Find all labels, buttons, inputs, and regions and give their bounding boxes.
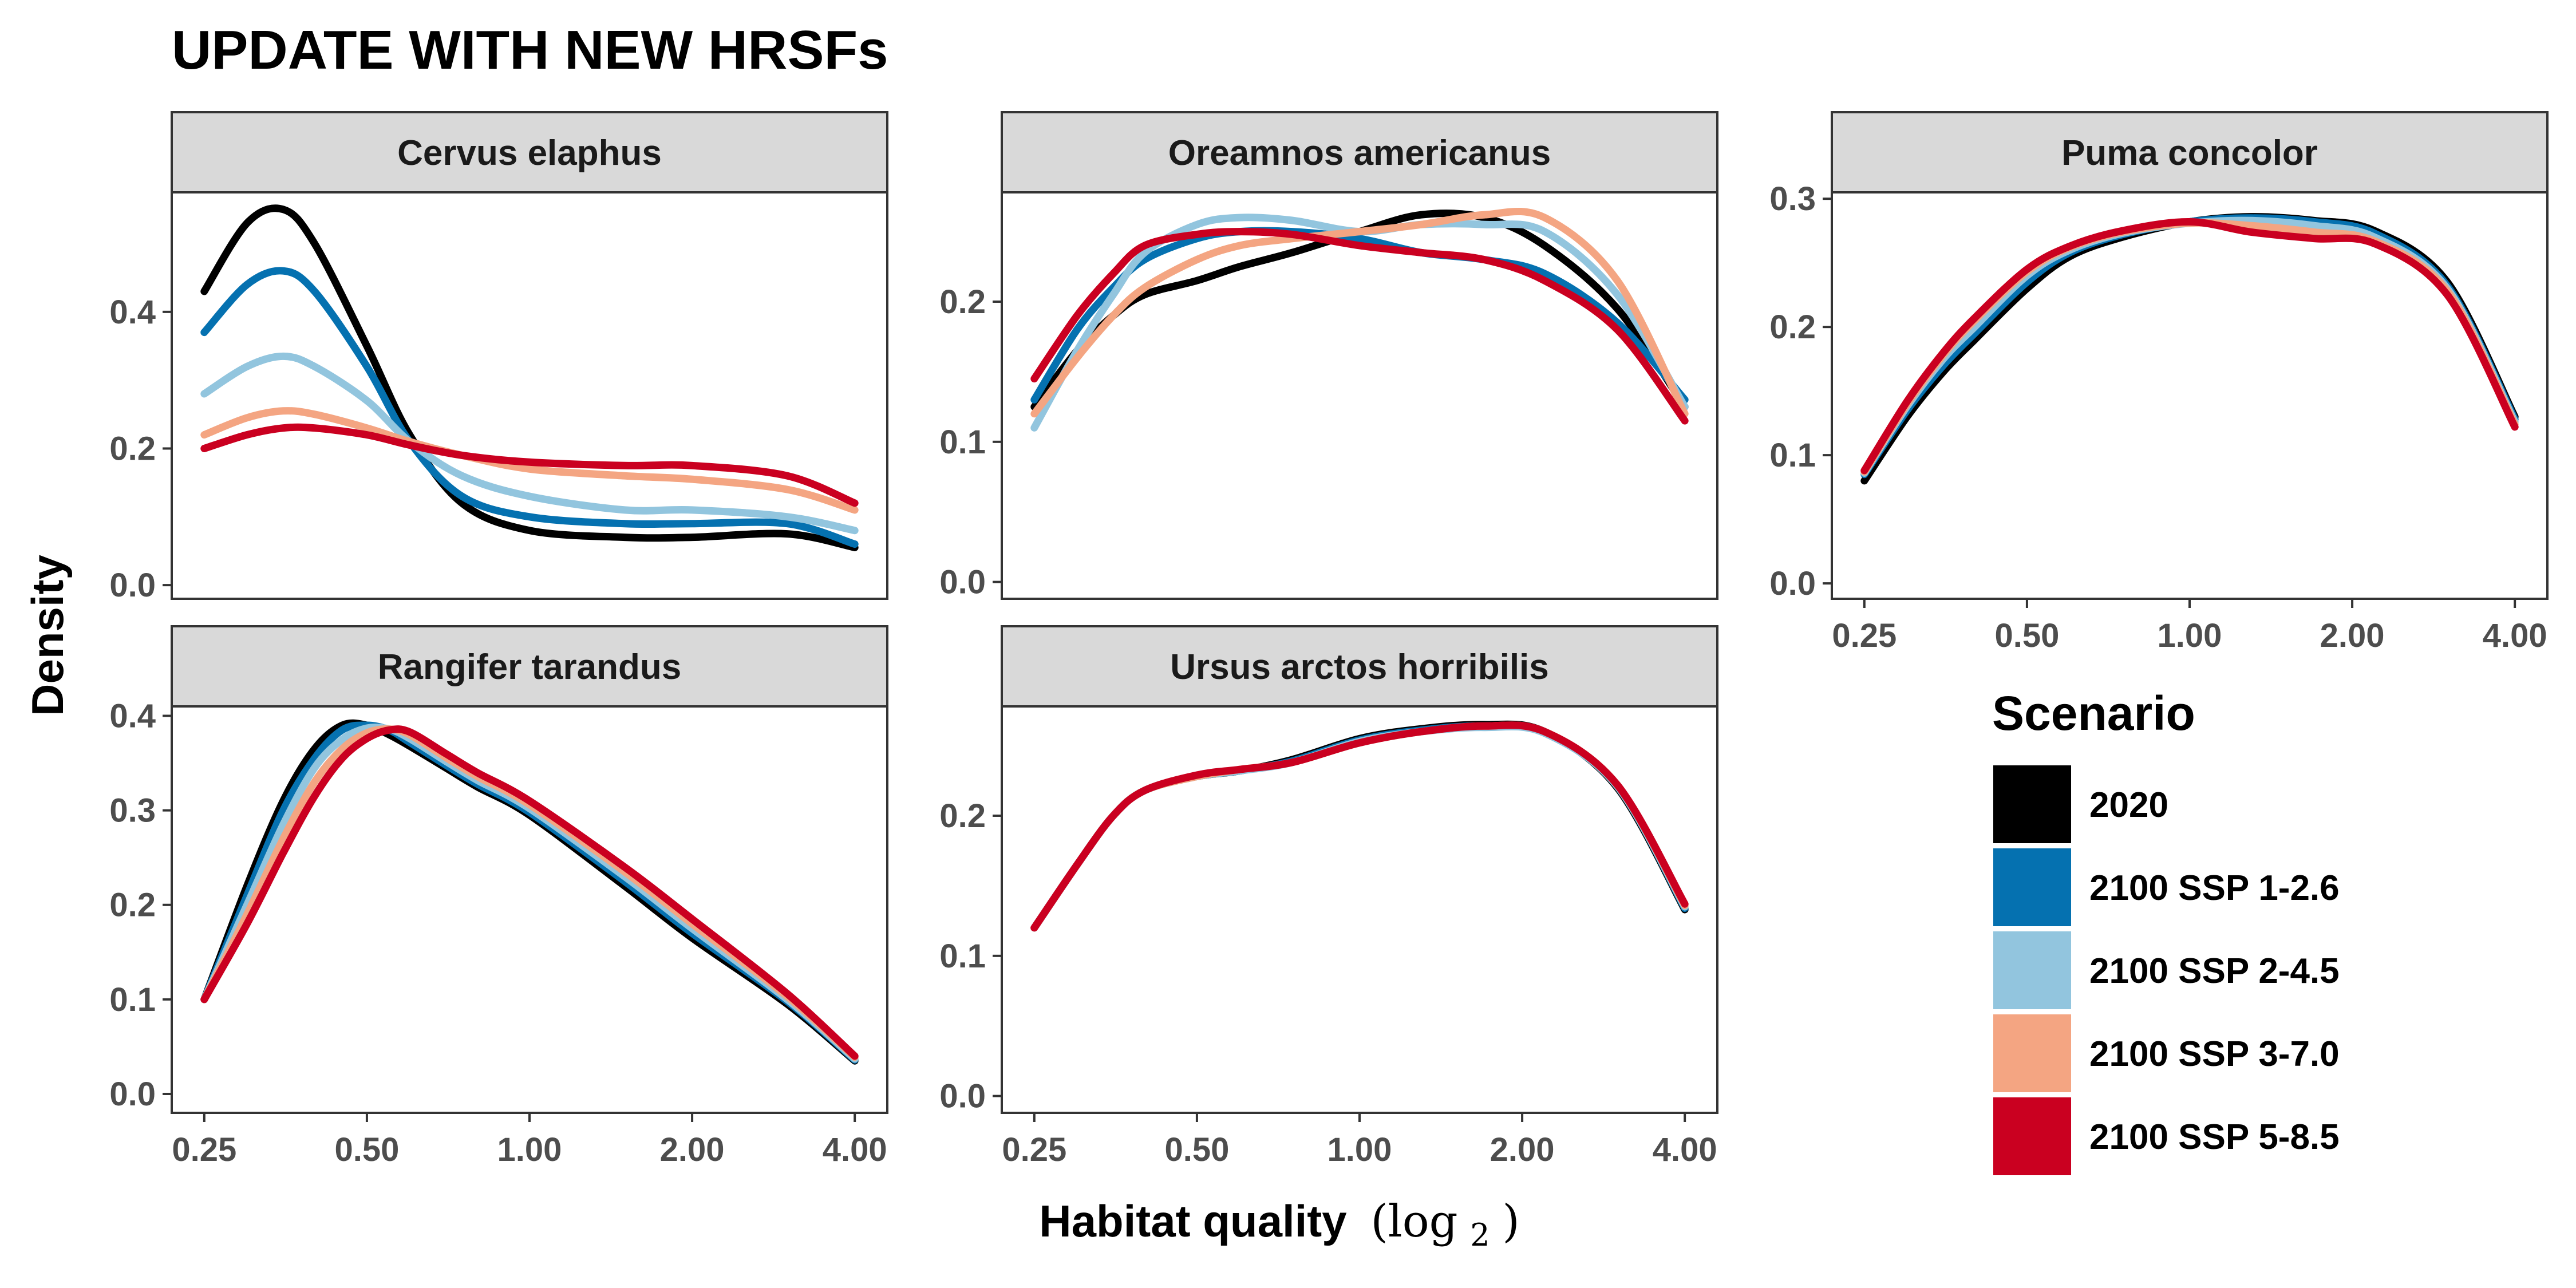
legend-label-2100-ssp-3-7-0: 2100 SSP 3-7.0 [2089,1034,2340,1074]
x-tick-label-ursus-arctos-horribilis: 4.00 [1653,1131,1717,1168]
legend-label-2100-ssp-1-2-6: 2100 SSP 1-2.6 [2089,868,2340,908]
legend-label-2100-ssp-2-4-5: 2100 SSP 2-4.5 [2089,951,2340,991]
x-tick-label-puma-concolor: 2.00 [2320,617,2385,654]
y-tick-label-ursus-arctos-horribilis: 0.2 [939,797,986,835]
facet-panels: Cervus elaphus 0.0 0.2 0.4 Oreamnos american… [109,111,2549,1168]
series-line-cervus-elaphus-2100-ssp-5-8-5 [200,423,859,507]
legend-item-2100-ssp-2-4-5: 2100 SSP 2-4.5 [1991,929,2340,1012]
y-tick-label-oreamnos-americanus: 0.0 [939,564,986,601]
chart-title: UPDATE WITH NEW HRSFs [172,19,888,81]
panel-title-cervus-elaphus: Cervus elaphus [397,133,662,173]
x-tick-label-ursus-arctos-horribilis: 2.00 [1490,1131,1555,1168]
legend-swatch-2020 [1991,763,2073,846]
panel-ursus-arctos-horribilis: Ursus arctos horribilis 0.0 0.1 0.2 0.25 0.50… [939,625,1718,1168]
panel-strip-rangifer-tarandus [171,625,888,708]
panel-title-ursus-arctos-horribilis: Ursus arctos horribilis [1170,647,1549,687]
x-tick-label-ursus-arctos-horribilis: 0.50 [1164,1131,1229,1168]
y-tick-label-rangifer-tarandus: 0.3 [109,792,156,829]
legend-title: Scenario [1992,686,2195,740]
legend-swatch-2100-ssp-2-4-5 [1991,929,2073,1012]
y-tick-label-rangifer-tarandus: 0.1 [109,981,156,1018]
legend-swatch-2100-ssp-5-8-5 [1991,1095,2073,1178]
y-tick-label-cervus-elaphus: 0.0 [109,567,156,604]
x-tick-label-rangifer-tarandus: 0.50 [334,1131,399,1168]
series-line-oreamnos-americanus-2100-ssp-2-4-5 [1030,214,1689,432]
panel-title-puma-concolor: Puma concolor [2061,133,2318,173]
x-axis-title-close: ) [1502,1196,1519,1247]
x-axis-title-log: (log [1370,1196,1457,1247]
panel-strip-ursus-arctos-horribilis [1001,625,1718,708]
panel-oreamnos-americanus: Oreamnos americanus 0.0 0.1 0.2 [939,111,1718,601]
y-tick-label-rangifer-tarandus: 0.0 [109,1076,156,1113]
legend-label-2020: 2020 [2089,785,2168,825]
y-tick-label-puma-concolor: 0.0 [1769,565,1816,602]
legend-item-2020: 2020 [1991,763,2168,846]
panel-title-rangifer-tarandus: Rangifer tarandus [378,647,682,687]
legend-swatch-2100-ssp-3-7-0 [1991,1012,2073,1095]
x-tick-label-rangifer-tarandus: 4.00 [823,1131,887,1168]
y-tick-label-oreamnos-americanus: 0.2 [939,283,986,321]
x-axis-title-text: Habitat quality [1039,1196,1346,1246]
plot-area-ursus-arctos-horribilis [1001,705,1718,1114]
series-line-oreamnos-americanus-2100-ssp-3-7-0 [1030,207,1689,418]
legend-item-2100-ssp-3-7-0: 2100 SSP 3-7.0 [1991,1012,2340,1095]
x-tick-label-rangifer-tarandus: 1.00 [497,1131,562,1168]
y-tick-label-rangifer-tarandus: 0.2 [109,887,156,924]
y-tick-label-puma-concolor: 0.2 [1769,309,1816,346]
y-tick-label-rangifer-tarandus: 0.4 [109,698,156,735]
x-tick-label-puma-concolor: 1.00 [2158,617,2222,654]
x-tick-label-puma-concolor: 4.00 [2483,617,2547,654]
legend-swatch-2100-ssp-1-2-6 [1991,846,2073,929]
y-tick-label-oreamnos-americanus: 0.1 [939,424,986,461]
x-tick-label-ursus-arctos-horribilis: 1.00 [1327,1131,1392,1168]
panel-title-oreamnos-americanus: Oreamnos americanus [1168,133,1551,173]
series-line-oreamnos-americanus-2100-ssp-5-8-5 [1030,228,1689,425]
panel-cervus-elaphus: Cervus elaphus 0.0 0.2 0.4 [109,111,888,604]
series-line-rangifer-tarandus-2100-ssp-5-8-5 [200,725,859,1060]
y-tick-label-puma-concolor: 0.1 [1769,437,1816,474]
series-line-ursus-arctos-horribilis-2100-ssp-5-8-5 [1030,721,1689,932]
panel-strip-oreamnos-americanus [1001,111,1718,193]
series-line-cervus-elaphus-2100-ssp-2-4-5 [200,352,859,535]
panel-strip-cervus-elaphus [171,111,888,193]
legend-item-2100-ssp-5-8-5: 2100 SSP 5-8.5 [1991,1095,2340,1178]
plot-area-puma-concolor [1831,191,2549,600]
x-axis-title: Habitat quality (log 2 ) [1039,1196,1520,1255]
plot-area-cervus-elaphus [171,191,888,600]
plot-area-oreamnos-americanus [1001,191,1718,600]
y-tick-label-ursus-arctos-horribilis: 0.0 [939,1078,986,1115]
legend-label-2100-ssp-5-8-5: 2100 SSP 5-8.5 [2089,1117,2340,1157]
legend-item-2100-ssp-1-2-6: 2100 SSP 1-2.6 [1991,846,2340,929]
x-tick-label-ursus-arctos-horribilis: 0.25 [1002,1131,1066,1168]
y-tick-label-puma-concolor: 0.3 [1769,180,1816,218]
series-line-cervus-elaphus-2100-ssp-1-2-6 [200,267,859,548]
x-tick-label-puma-concolor: 0.50 [1994,617,2059,654]
series-line-puma-concolor-2100-ssp-5-8-5 [1860,218,2519,475]
legend: Scenario 2020 2100 SSP 1-2.6 2100 SSP 2-4.… [1991,686,2340,1178]
y-axis-title: Density [22,555,73,716]
panel-rangifer-tarandus: Rangifer tarandus 0.0 0.1 0.2 0.3 0.4 0.25 0.50… [109,625,888,1168]
y-tick-label-cervus-elaphus: 0.2 [109,430,156,467]
x-tick-label-rangifer-tarandus: 2.00 [660,1131,725,1168]
x-axis-title-subscript: 2 [1470,1217,1490,1253]
panel-puma-concolor: Puma concolor 0.0 0.1 0.2 0.3 0.25 0.50 1.00 2.0… [1769,111,2549,654]
y-tick-label-cervus-elaphus: 0.4 [109,294,156,331]
x-tick-label-rangifer-tarandus: 0.25 [172,1131,236,1168]
y-tick-label-ursus-arctos-horribilis: 0.1 [939,938,986,975]
plot-area-rangifer-tarandus [171,705,888,1114]
x-tick-label-puma-concolor: 0.25 [1832,617,1897,654]
